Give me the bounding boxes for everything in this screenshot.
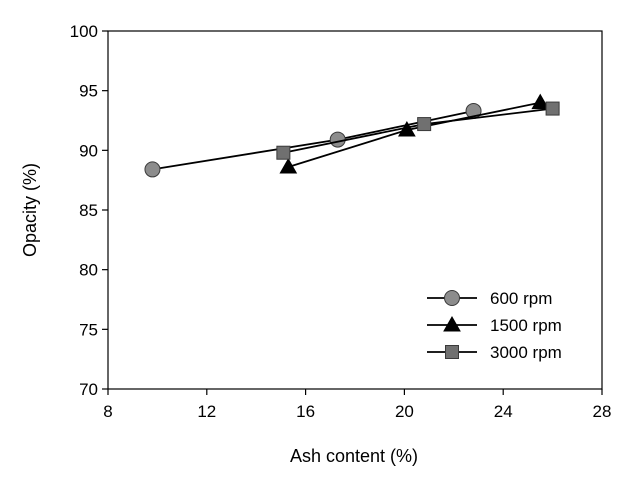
y-tick-label: 95 [79, 82, 98, 101]
y-tick-label: 80 [79, 261, 98, 280]
legend-marker [444, 290, 460, 306]
legend-item: 1500 rpm [427, 315, 562, 335]
legend-label: 1500 rpm [490, 316, 562, 335]
series-1500-rpm [279, 93, 550, 174]
legend-marker [443, 315, 461, 332]
x-tick-label: 8 [103, 402, 112, 421]
y-tick-label: 100 [70, 22, 98, 41]
legend-label: 600 rpm [490, 289, 552, 308]
data-point [417, 117, 432, 132]
legend-marker [445, 345, 459, 359]
y-tick-label: 85 [79, 201, 98, 220]
x-tick-label: 12 [197, 402, 216, 421]
x-tick-label: 16 [296, 402, 315, 421]
data-point [276, 145, 291, 160]
legend: 600 rpm 1500 rpm 3000 rpm [427, 289, 562, 362]
y-tick-label: 90 [79, 141, 98, 160]
axis-ticks: 8 12 16 20 24 28 70 75 80 85 90 95 100 [70, 22, 612, 421]
legend-label: 3000 rpm [490, 343, 562, 362]
data-point [545, 101, 560, 116]
y-tick-label: 70 [79, 380, 98, 399]
data-point [144, 161, 161, 178]
y-axis-title: Opacity (%) [20, 163, 40, 257]
x-tick-label: 24 [494, 402, 513, 421]
plot-border [107, 30, 603, 390]
x-axis-title: Ash content (%) [290, 446, 418, 466]
data-point [531, 93, 550, 110]
data-series [144, 93, 560, 178]
y-tick-label: 75 [79, 320, 98, 339]
series-600-rpm [144, 102, 482, 178]
plot-area [107, 30, 603, 390]
legend-item: 3000 rpm [427, 343, 562, 362]
series-3000-rpm [276, 101, 560, 160]
legend-item: 600 rpm [427, 289, 552, 308]
data-point [329, 131, 346, 148]
x-tick-label: 20 [395, 402, 414, 421]
data-point [279, 158, 298, 174]
x-tick-label: 28 [593, 402, 612, 421]
